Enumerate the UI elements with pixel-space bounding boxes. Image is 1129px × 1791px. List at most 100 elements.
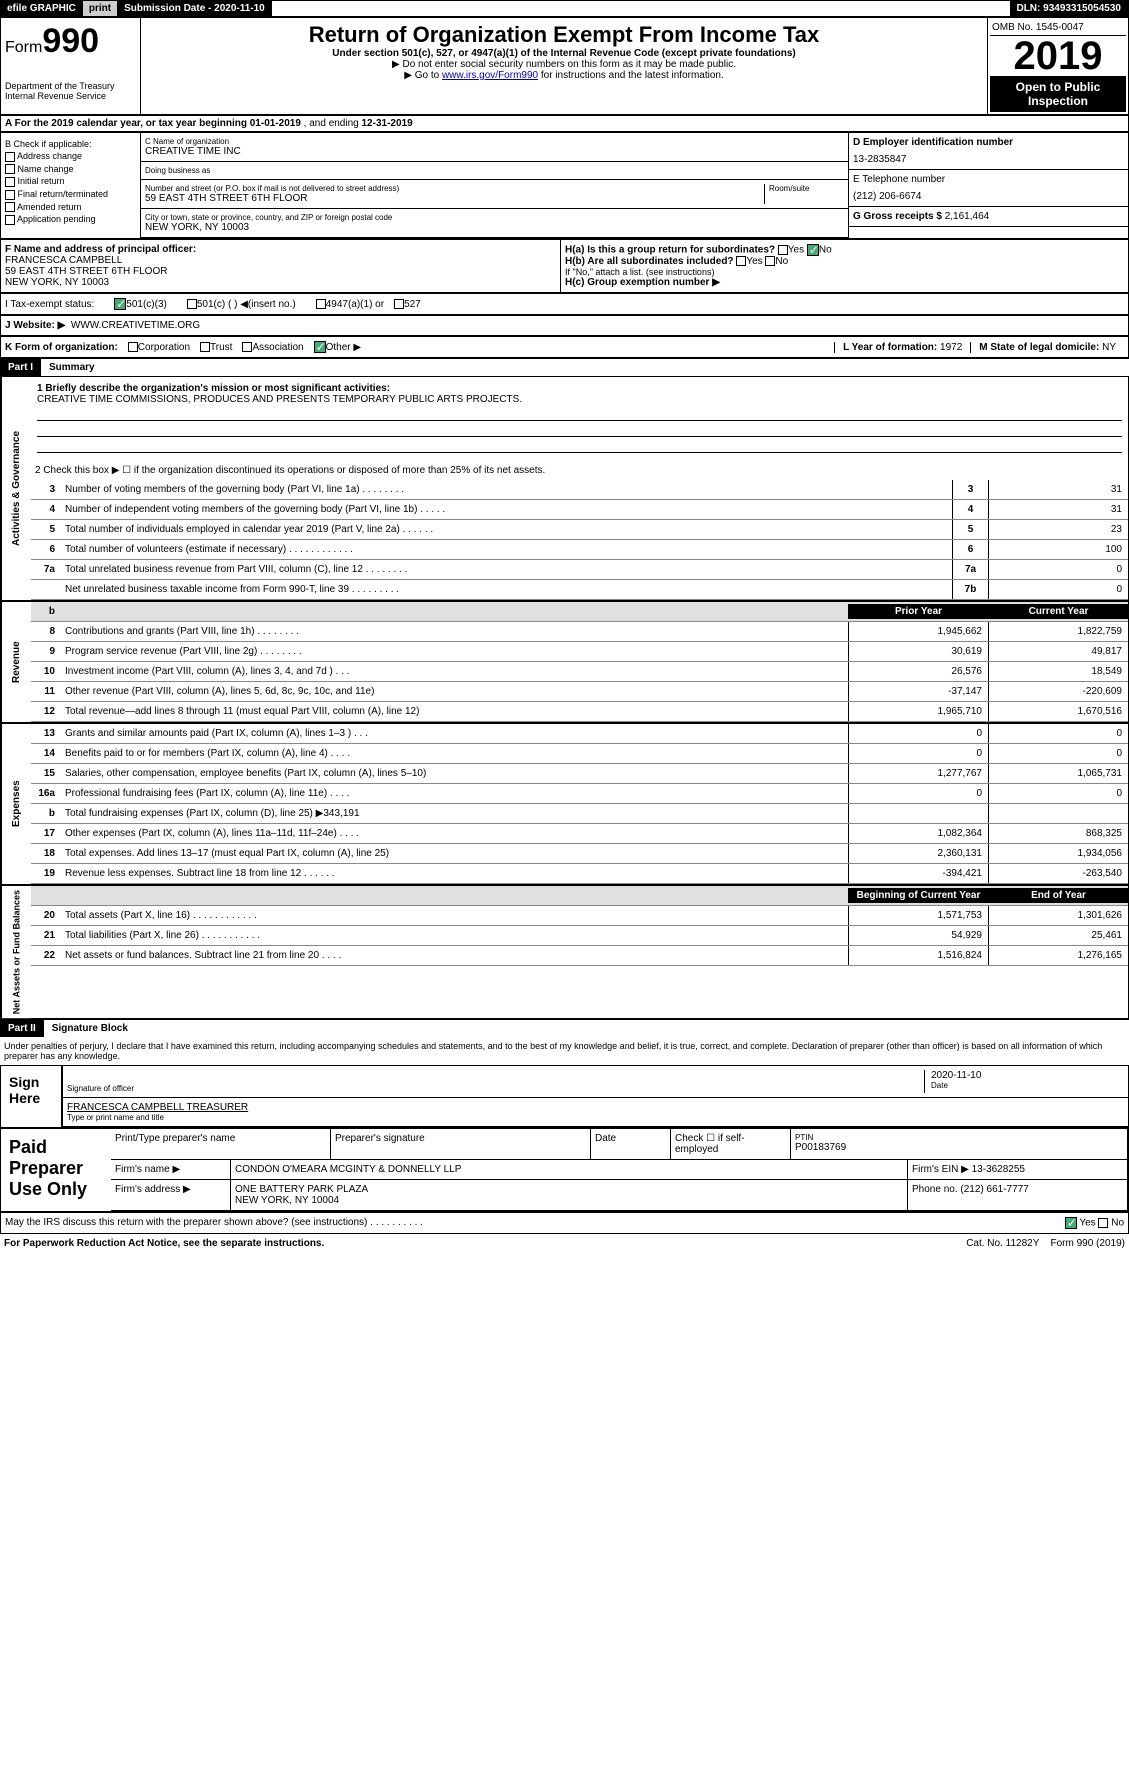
line-num: 20 [31,910,61,921]
line-num: 6 [31,544,61,555]
chk-corp[interactable] [128,342,138,352]
k-lbl: K Form of organization: [5,342,118,353]
line-num: 16a [31,788,61,799]
signature-block: Sign Here Signature of officer2020-11-10… [0,1065,1129,1128]
chk-other[interactable] [314,341,326,353]
table-row: 5Total number of individuals employed in… [31,520,1128,540]
chk-assoc[interactable] [242,342,252,352]
expenses-section: Expenses 13Grants and similar amounts pa… [0,723,1129,885]
col-current: Current Year [988,604,1128,619]
side-expenses: Expenses [1,724,31,884]
row-a-taxyear: A For the 2019 calendar year, or tax yea… [0,115,1129,132]
line-val: 31 [988,480,1128,499]
firm-name: CONDON O'MEARA MCGINTY & DONNELLY LLP [231,1160,908,1179]
current-val: 868,325 [988,824,1128,843]
ha-no[interactable] [807,244,819,256]
uline [37,407,1122,421]
chk-4947[interactable] [316,299,326,309]
print-btn[interactable]: print [83,1,118,16]
i-527: 527 [404,299,421,310]
hb-yes[interactable] [736,256,746,266]
prior-val: 2,360,131 [848,844,988,863]
table-row: 4Number of independent voting members of… [31,500,1128,520]
line-num: 11 [31,686,61,697]
prior-val: 30,619 [848,642,988,661]
prior-val: 1,945,662 [848,622,988,641]
line-desc: Total fundraising expenses (Part IX, col… [61,806,848,821]
sig-officer-lbl: Signature of officer [67,1084,924,1093]
chk-501c3[interactable] [114,298,126,310]
a-mid: , and ending [301,118,362,129]
prep-sig-lbl: Preparer's signature [331,1129,591,1159]
chk-527[interactable] [394,299,404,309]
b-opt-4: Amended return [17,202,82,212]
line-desc: Total expenses. Add lines 13–17 (must eq… [61,846,848,861]
chk-501c[interactable] [187,299,197,309]
prep-title: Paid Preparer Use Only [1,1129,111,1211]
prior-val: 54,929 [848,926,988,945]
note2-pre: ▶ Go to [404,70,442,81]
efile-label[interactable]: efile GRAPHIC [1,1,83,16]
line-desc: Program service revenue (Part VIII, line… [61,644,848,659]
table-row: 16aProfessional fundraising fees (Part I… [31,784,1128,804]
sign-here: Sign Here [1,1066,61,1127]
a-end: 12-31-2019 [362,118,413,129]
c-name-lbl: C Name of organization [145,137,844,146]
chk-amended[interactable] [5,202,15,212]
b-label: B Check if applicable: [5,139,136,149]
side-netassets: Net Assets or Fund Balances [1,886,31,1018]
current-val: 49,817 [988,642,1128,661]
table-row: 11Other revenue (Part VIII, column (A), … [31,682,1128,702]
chk-name[interactable] [5,164,15,174]
line-val: 100 [988,540,1128,559]
line-desc: Revenue less expenses. Subtract line 18 … [61,866,848,881]
f-officer-name: FRANCESCA CAMPBELL [5,255,556,266]
discuss-q: May the IRS discuss this return with the… [5,1217,423,1229]
b-opt-5: Application pending [17,214,96,224]
prior-val: 1,082,364 [848,824,988,843]
table-row: 17Other expenses (Part IX, column (A), l… [31,824,1128,844]
current-val: 18,549 [988,662,1128,681]
sig-name-lbl: Type or print name and title [67,1113,1124,1122]
chk-trust[interactable] [200,342,210,352]
line-num: 22 [31,950,61,961]
line-box: 7a [952,560,988,579]
chk-final[interactable] [5,190,15,200]
current-val: 1,276,165 [988,946,1128,965]
ptin: P00183769 [795,1142,1123,1153]
l-lbl: L Year of formation: [843,342,937,353]
discuss-yes[interactable] [1065,1217,1077,1229]
c-room-lbl: Room/suite [769,184,844,193]
line-desc: Number of independent voting members of … [61,502,952,517]
org-city: NEW YORK, NY 10003 [145,222,844,233]
form-header: Form990 Department of the Treasury Inter… [0,17,1129,115]
ha-yes[interactable] [778,245,788,255]
prior-val: 1,277,767 [848,764,988,783]
current-val: 0 [988,744,1128,763]
line-desc: Salaries, other compensation, employee b… [61,766,848,781]
line-desc: Total assets (Part X, line 16) . . . . .… [61,908,848,923]
irs-link[interactable]: www.irs.gov/Form990 [442,70,538,81]
q1-lbl: 1 Briefly describe the organization's mi… [37,383,1122,394]
discuss-no[interactable] [1098,1218,1108,1228]
line-desc: Investment income (Part VIII, column (A)… [61,664,848,679]
line-num: 8 [31,626,61,637]
line-num: 17 [31,828,61,839]
line-num: 5 [31,524,61,535]
cat-no: Cat. No. 11282Y [966,1238,1039,1249]
table-row: 20Total assets (Part X, line 16) . . . .… [31,906,1128,926]
hb-no[interactable] [765,256,775,266]
form-title: Return of Organization Exempt From Incom… [145,22,983,48]
d-ein: 13-2835847 [853,154,1124,165]
current-val: -220,609 [988,682,1128,701]
chk-initial[interactable] [5,177,15,187]
line-desc: Total revenue—add lines 8 through 11 (mu… [61,704,848,719]
line-box: 6 [952,540,988,559]
open-public: Open to Public Inspection [990,76,1126,112]
line-desc: Total number of individuals employed in … [61,522,952,537]
chk-pending[interactable] [5,215,15,225]
m-lbl: M State of legal domicile: [979,342,1099,353]
current-val: 1,065,731 [988,764,1128,783]
chk-address[interactable] [5,152,15,162]
prior-val: 1,965,710 [848,702,988,721]
